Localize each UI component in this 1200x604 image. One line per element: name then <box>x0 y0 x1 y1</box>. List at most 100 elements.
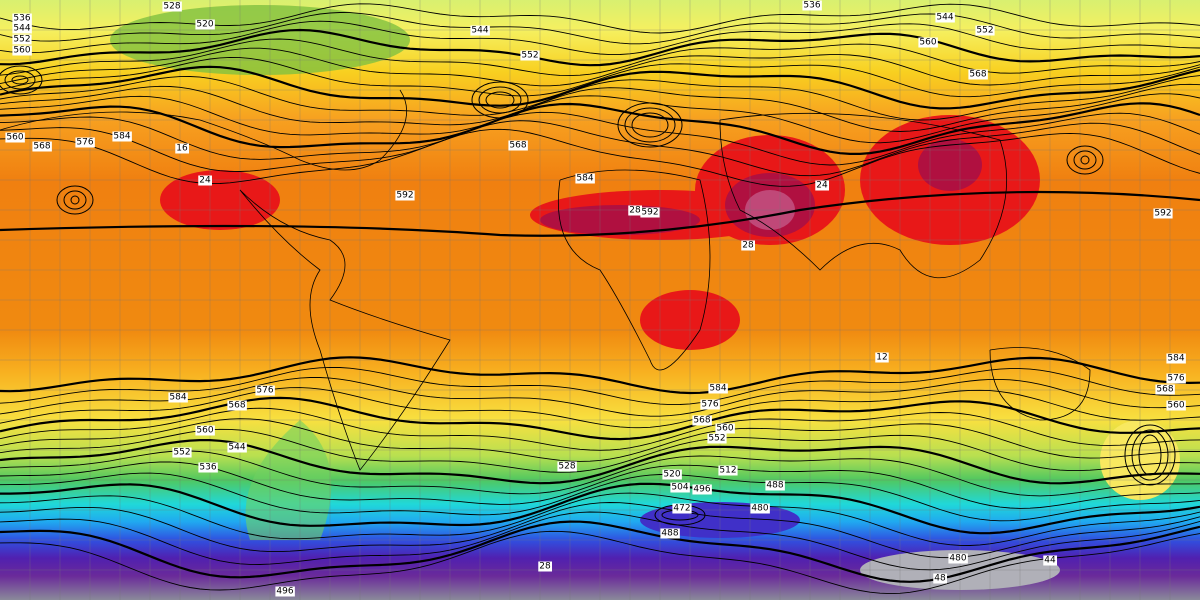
label-box <box>5 132 25 143</box>
temperature-label: 24 <box>199 176 211 186</box>
contour-line <box>0 450 1200 497</box>
height-label: 568 <box>1156 385 1173 395</box>
contour-line <box>1124 424 1176 486</box>
label-box <box>32 141 52 152</box>
label-box <box>12 34 32 45</box>
contour-line <box>631 112 669 138</box>
contour-line <box>1131 429 1169 481</box>
contour-line <box>0 472 1200 522</box>
height-label: 568 <box>228 401 245 411</box>
label-box <box>198 462 218 473</box>
contour-line <box>0 418 1200 462</box>
contour-line <box>624 107 676 143</box>
height-label: 488 <box>766 481 783 491</box>
contour-line <box>0 482 1200 535</box>
temperature-label: 44 <box>1044 556 1056 566</box>
height-label: 504 <box>671 483 688 493</box>
height-label: 536 <box>13 14 30 24</box>
contour-line <box>0 520 1200 583</box>
label-box <box>741 240 755 251</box>
temperature-label: 16 <box>176 144 188 154</box>
height-label: 592 <box>641 208 658 218</box>
temperature-label: 28 <box>742 241 754 251</box>
height-label: 584 <box>169 393 186 403</box>
label-box <box>255 385 275 396</box>
contour-line <box>0 439 1200 485</box>
contour-line <box>0 83 1200 132</box>
label-box <box>557 461 577 472</box>
contour-line <box>0 356 1200 395</box>
label-box <box>227 400 247 411</box>
height-label: 544 <box>13 24 30 34</box>
label-box <box>1166 373 1186 384</box>
contour-line <box>0 377 1200 417</box>
height-label: 472 <box>673 504 690 514</box>
height-label: 488 <box>661 529 678 539</box>
contour-line <box>0 396 1200 441</box>
temperature-label: 12 <box>876 353 887 363</box>
label-box <box>718 465 738 476</box>
contour-line <box>0 111 1200 166</box>
contour-line <box>0 28 1200 67</box>
height-label: 552 <box>976 26 993 36</box>
contour-line <box>0 407 1200 451</box>
label-box <box>968 69 988 80</box>
contour-line <box>4 70 36 90</box>
label-box <box>640 207 660 218</box>
label-box <box>660 528 680 539</box>
height-label: 584 <box>709 384 726 394</box>
label-box <box>692 484 712 495</box>
height-label: 584 <box>1167 354 1184 364</box>
contour-line <box>0 75 1200 121</box>
label-box <box>508 140 528 151</box>
height-label: 496 <box>276 587 293 597</box>
height-label: 544 <box>228 443 245 453</box>
label-box <box>275 586 295 597</box>
label-box <box>112 131 132 142</box>
label-box <box>765 480 785 491</box>
height-label: 568 <box>693 416 710 426</box>
height-label: 544 <box>471 26 488 36</box>
label-box <box>168 392 188 403</box>
height-label: 560 <box>716 424 733 434</box>
contour-line <box>0 120 1200 177</box>
contour-line <box>0 20 1200 56</box>
contour-line <box>0 47 1200 87</box>
label-box <box>670 482 690 493</box>
height-label: 560 <box>196 426 213 436</box>
label-box <box>672 503 692 514</box>
label-box <box>1166 353 1186 364</box>
contour-line <box>617 102 683 148</box>
height-label: 568 <box>969 70 986 80</box>
label-box <box>172 447 192 458</box>
contour-line <box>11 75 29 85</box>
contour-line <box>1073 150 1097 170</box>
label-box <box>700 399 720 410</box>
height-label: 584 <box>576 174 593 184</box>
contour-line <box>0 93 1200 144</box>
label-box <box>708 383 728 394</box>
label-box <box>12 13 32 24</box>
height-label: 560 <box>1167 401 1184 411</box>
label-box <box>750 503 770 514</box>
contour-line <box>0 12 1200 45</box>
label-box <box>162 1 182 12</box>
height-label: 576 <box>1167 374 1184 384</box>
contour-line <box>0 65 1200 110</box>
label-box <box>195 19 215 30</box>
label-box <box>1155 384 1175 395</box>
contour-line <box>478 86 522 114</box>
height-label: 560 <box>6 133 23 143</box>
label-box <box>918 37 938 48</box>
height-label: 568 <box>33 142 50 152</box>
contour-line <box>0 38 1200 77</box>
temperature-label: 48 <box>934 574 946 584</box>
contour-line <box>63 190 87 210</box>
height-label: 560 <box>13 46 30 56</box>
height-label: 512 <box>719 466 736 476</box>
contour-line <box>485 91 515 109</box>
contour-line <box>1138 434 1162 476</box>
label-box <box>948 553 968 564</box>
height-label: 520 <box>196 20 213 30</box>
contour-line <box>56 185 94 215</box>
